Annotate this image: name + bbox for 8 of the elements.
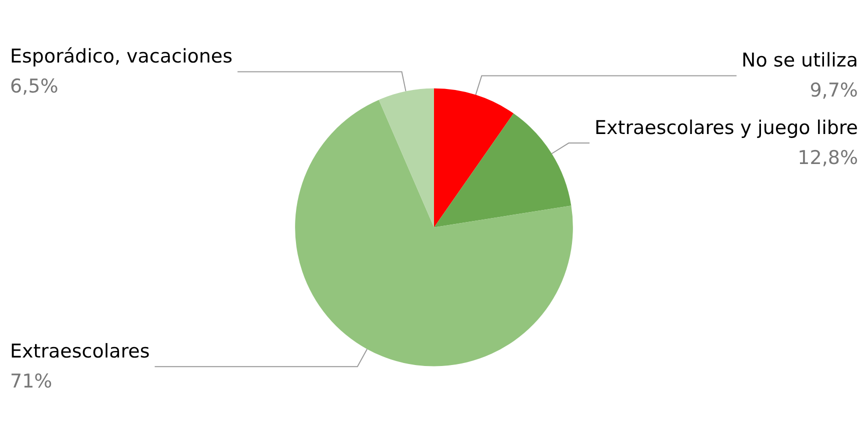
slice-label: Extraescolares	[10, 340, 150, 363]
data-label: 6,5%	[10, 76, 58, 98]
data-label: 12,8%	[798, 147, 858, 170]
data-label: 9,7%	[810, 80, 858, 102]
slice-label: Esporádico, vacaciones	[10, 46, 232, 68]
slice-label: Extraescolares y juego libre	[594, 117, 858, 140]
data-label: 71%	[10, 370, 52, 393]
slice-label: No se utiliza	[742, 50, 858, 72]
